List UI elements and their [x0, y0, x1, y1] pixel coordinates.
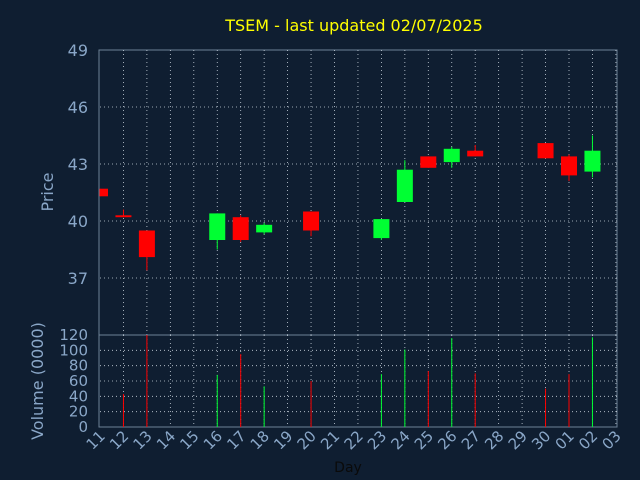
candle-body	[443, 148, 460, 163]
x-tick-label: 25	[411, 427, 437, 453]
candle-20	[303, 211, 320, 237]
candle-body	[467, 150, 484, 157]
candle-11	[99, 188, 108, 197]
x-tick-label: 16	[200, 427, 226, 453]
x-tick-label: 29	[505, 427, 531, 453]
candle-17	[232, 215, 249, 242]
volume-y-tick-label: 0	[78, 418, 88, 436]
candle-23	[373, 219, 390, 240]
x-tick-label: 30	[528, 427, 554, 453]
candle-body	[138, 230, 155, 258]
price-axis-label: Price	[38, 172, 57, 211]
x-tick-label: 15	[176, 427, 202, 453]
candle-body	[420, 156, 437, 168]
volume-y-tick-label: 60	[69, 372, 88, 390]
x-tick-label: 12	[106, 427, 132, 453]
candle-body	[115, 215, 132, 218]
price-y-tick-label: 46	[68, 98, 88, 117]
price-y-tick-labels: 37 40 43 46 49	[68, 41, 88, 288]
candle-24	[396, 160, 413, 202]
price-grid	[100, 50, 617, 335]
price-panel: 37 40 43 46 49 Price	[38, 41, 618, 336]
candle-body	[561, 156, 577, 176]
price-y-tick-label: 40	[68, 212, 88, 231]
x-tick-label: 22	[341, 427, 367, 453]
x-tick-label: 21	[317, 427, 343, 453]
x-tick-label: 18	[247, 427, 273, 453]
chart-title: TSEM - last updated 02/07/2025	[224, 16, 483, 35]
x-axis-label: Day	[334, 460, 362, 476]
x-tick-label: 24	[387, 427, 413, 453]
candle-body	[100, 188, 108, 197]
x-tick-label: 14	[153, 427, 179, 453]
candle-18	[256, 222, 273, 235]
candle-02	[584, 135, 601, 178]
volume-bar-series	[122, 335, 593, 427]
x-tick-labels: 1112131415161718192021222324252627282930…	[83, 427, 625, 453]
x-tick-label: 23	[364, 427, 390, 453]
candle-30	[537, 143, 554, 159]
x-tick-label: 28	[481, 427, 507, 453]
x-tick-label: 02	[575, 427, 601, 453]
candle-body	[396, 169, 413, 202]
volume-y-tick-label: 120	[59, 326, 88, 344]
candle-27	[467, 145, 484, 157]
candlestick-series	[99, 135, 601, 271]
volume-grid	[100, 335, 617, 427]
price-y-tick-label: 37	[68, 269, 88, 288]
volume-y-tick-label: 40	[69, 387, 88, 405]
x-tick-label: 26	[434, 427, 460, 453]
x-tick-label: 19	[270, 427, 296, 453]
candle-body	[256, 224, 273, 233]
candle-body	[537, 143, 554, 159]
volume-axis-label: Volume (0000)	[28, 322, 47, 440]
candle-body	[373, 219, 390, 239]
candle-13	[138, 230, 155, 271]
candle-body	[209, 213, 226, 240]
volume-y-tick-label: 80	[69, 357, 88, 375]
x-tick-label: 17	[223, 427, 249, 453]
x-tick-label: 27	[458, 427, 484, 453]
candle-01	[561, 154, 577, 182]
price-y-tick-label: 43	[68, 155, 88, 174]
x-tick-label: 01	[552, 427, 578, 453]
candle-12	[115, 209, 132, 218]
x-tick-label: 03	[598, 427, 624, 453]
candle-26	[443, 146, 460, 168]
candle-body	[584, 150, 601, 172]
candle-25	[420, 156, 437, 168]
x-tick-label: 20	[294, 427, 320, 453]
x-tick-label: 13	[129, 427, 155, 453]
volume-y-tick-label: 20	[69, 403, 88, 421]
candle-body	[303, 211, 320, 231]
candle-body	[232, 217, 249, 240]
volume-y-tick-label: 100	[59, 341, 88, 359]
price-y-tick-label: 49	[68, 41, 88, 60]
price-plot-frame	[98, 49, 618, 336]
candle-16	[209, 213, 226, 250]
